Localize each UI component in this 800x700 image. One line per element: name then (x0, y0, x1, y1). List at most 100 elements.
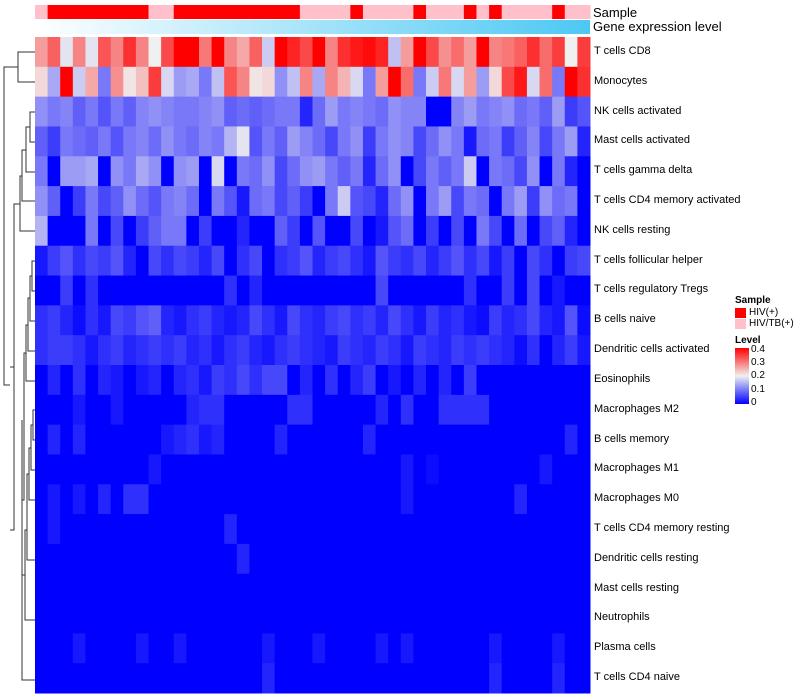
heatmap-cell (98, 305, 112, 336)
heatmap-cell (375, 96, 389, 127)
heatmap-cell (426, 424, 440, 455)
heatmap-cell (35, 633, 49, 664)
heatmap-cell (476, 394, 490, 426)
heatmap-cell (224, 245, 238, 277)
row-label: T cells follicular helper (594, 253, 703, 266)
heatmap-cell (198, 156, 213, 187)
heatmap-cell (362, 424, 377, 455)
heatmap-cell (186, 275, 200, 306)
heatmap-cell (98, 215, 112, 247)
heatmap-cell (85, 245, 99, 277)
heatmap-cell (274, 245, 288, 277)
heatmap-cell (198, 484, 213, 515)
heatmap-cell (413, 126, 427, 157)
heatmap-cell (135, 484, 150, 515)
heatmap-cell (161, 186, 175, 217)
heatmap-cell (501, 424, 515, 455)
heatmap-cell (463, 66, 477, 98)
heatmap-cell (249, 454, 263, 485)
heatmap-cell (35, 215, 49, 247)
heatmap-cell (400, 96, 414, 127)
row-label: Mast cells resting (594, 581, 679, 594)
heatmap-cell (350, 424, 364, 455)
gene-expression-annotation-label: Gene expression level (593, 19, 722, 34)
heatmap-cell (426, 156, 440, 187)
heatmap-cell (262, 156, 276, 187)
heatmap-cell (375, 543, 389, 575)
heatmap-cell (249, 573, 263, 605)
heatmap-cell (148, 633, 162, 664)
heatmap-cell (236, 335, 250, 366)
heatmap-cell (110, 126, 124, 157)
sample-annotation-cell (514, 5, 528, 19)
heatmap-cell (463, 454, 477, 485)
heatmap-cell (123, 37, 137, 68)
heatmap-cell (514, 365, 528, 396)
sample-annotation-cell (98, 5, 112, 19)
heatmap-cell (325, 633, 339, 664)
heatmap-cell (274, 663, 288, 694)
heatmap-cell (552, 275, 566, 306)
heatmap-cell (47, 126, 61, 157)
heatmap-cell (161, 663, 175, 694)
heatmap-cell (72, 365, 86, 396)
sample-annotation-cell (362, 5, 377, 19)
heatmap-cell (161, 394, 175, 426)
heatmap-cell (501, 603, 515, 634)
heatmap-cell (135, 365, 150, 396)
heatmap-cell (552, 96, 566, 127)
heatmap-cell (577, 305, 591, 336)
sample-annotation-cell (287, 5, 301, 19)
heatmap-cell (148, 275, 162, 306)
heatmap-cell (312, 305, 326, 336)
heatmap-cell (526, 37, 541, 68)
heatmap-cell (236, 126, 250, 157)
heatmap-cell (274, 305, 288, 336)
heatmap-cell (224, 633, 238, 664)
heatmap-cell (362, 126, 377, 157)
sample-annotation-cell (198, 5, 213, 19)
heatmap-cell (98, 543, 112, 575)
heatmap-cell (161, 305, 175, 336)
heatmap-cell (35, 454, 49, 485)
heatmap-cell (312, 663, 326, 694)
heatmap-cell (35, 186, 49, 217)
heatmap-cell (350, 275, 364, 306)
heatmap-cell (274, 394, 288, 426)
heatmap-cell (388, 365, 402, 396)
heatmap-cell (552, 305, 566, 336)
heatmap-cell (186, 365, 200, 396)
heatmap-cell (564, 156, 578, 187)
heatmap-cell (262, 514, 276, 545)
sample-annotation-cell (577, 5, 591, 19)
heatmap-cell (388, 245, 402, 277)
heatmap-cell (123, 186, 137, 217)
heatmap-cell (325, 573, 339, 605)
heatmap-cell (85, 66, 99, 98)
heatmap-cell (451, 245, 465, 277)
heatmap-cell (186, 663, 200, 694)
sample-annotation-cell (564, 5, 578, 19)
heatmap-cell (287, 365, 301, 396)
heatmap-cell (135, 573, 150, 605)
heatmap-cell (262, 186, 276, 217)
heatmap-cell (463, 484, 477, 515)
heatmap-cell (564, 126, 578, 157)
heatmap-cell (299, 245, 313, 277)
heatmap-cell (388, 424, 402, 455)
level-colorbar (735, 348, 749, 404)
heatmap-cell (35, 66, 49, 98)
sample-annotation-cell (476, 5, 490, 19)
heatmap-cell (85, 305, 99, 336)
heatmap-cell (211, 215, 225, 247)
heatmap-cell (463, 126, 477, 157)
heatmap-cell (161, 365, 175, 396)
heatmap-cell (325, 66, 339, 98)
heatmap-cell (564, 186, 578, 217)
heatmap-cell (274, 633, 288, 664)
heatmap-cell (526, 305, 541, 336)
heatmap-cell (476, 245, 490, 277)
heatmap-cell (98, 37, 112, 68)
heatmap-cell (98, 514, 112, 545)
heatmap-cell (123, 335, 137, 366)
